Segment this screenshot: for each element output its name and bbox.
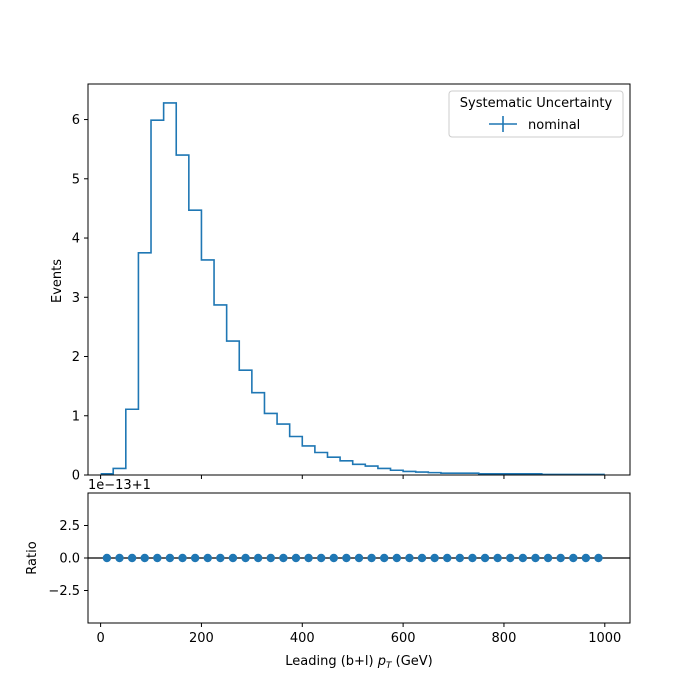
ratio-point [115, 553, 124, 563]
ratio-point [543, 553, 553, 563]
ratio-x-tick-label: 600 [391, 631, 416, 646]
ratio-point [165, 553, 175, 563]
ratio-point [216, 553, 225, 563]
ratio-point [140, 553, 149, 563]
ratio-point [380, 553, 389, 563]
ratio-axes-frame [87, 492, 631, 624]
legend-title: Systematic Uncertainty [460, 96, 613, 111]
histogram-y-tick-label: 4 [72, 232, 80, 247]
ratio-point [228, 553, 238, 563]
histogram-plot-area [88, 84, 630, 475]
ratio-y-tick-label: −2.5 [48, 584, 80, 599]
ratio-offset-text: 1e−13+1 [88, 478, 151, 493]
ratio-x-tick-label: 800 [492, 631, 517, 646]
legend: Systematic Uncertainty nominal [448, 90, 624, 138]
ratio-point [178, 553, 187, 563]
ratio-x-tick-label: 0 [96, 631, 104, 646]
ratio-y-tick-label: 0.0 [59, 552, 80, 567]
ratio-points [102, 553, 603, 563]
ratio-x-tick-label: 200 [189, 631, 214, 646]
x-axis-label-subscript: T [386, 661, 393, 671]
legend-marker-nominal [489, 116, 517, 132]
histogram-y-tick-label: 2 [72, 350, 80, 365]
histogram-y-tick-label: 3 [72, 291, 80, 306]
histogram-y-tick-label: 1 [72, 409, 80, 424]
ratio-point [291, 553, 301, 563]
legend-box [448, 90, 624, 138]
ratio-point [506, 553, 515, 563]
ratio-y-tick-label: 2.5 [59, 519, 80, 534]
x-axis-label: Leading (b+l) pT (GeV) [285, 654, 433, 671]
ratio-y-ticks: 2.5 0.0 −2.5 [48, 519, 88, 599]
ratio-x-tick-label: 1000 [588, 631, 621, 646]
x-axis-label-unit: (GeV) [392, 654, 433, 669]
ratio-point [468, 553, 477, 563]
ratio-panel: 2.5 0.0 −2.5 0 200 400 600 800 1000 1e−13+1 Rat… [25, 478, 631, 671]
ratio-point [329, 553, 338, 563]
ratio-point [279, 553, 288, 563]
ratio-point [493, 553, 502, 563]
histogram-panel: 0 1 2 3 4 5 6 Events Systematic Uncertainty no… [50, 83, 631, 484]
ratio-point [405, 553, 414, 563]
ratio-point [203, 553, 212, 563]
ratio-point [594, 553, 603, 563]
ratio-point [153, 553, 162, 563]
ratio-point [430, 553, 439, 563]
histogram-axes-frame [87, 83, 631, 476]
ratio-x-tick-label: 400 [290, 631, 315, 646]
ratio-point [253, 553, 263, 563]
histogram-y-tick-label: 6 [72, 113, 80, 128]
ratio-point [304, 553, 313, 563]
x-axis-label-italic: p [377, 654, 386, 669]
histogram-y-axis-label: Events [50, 259, 65, 303]
histogram-y-tick-label: 5 [72, 172, 80, 187]
histogram-x-ticks [100, 475, 606, 479]
ratio-point [581, 553, 591, 563]
ratio-x-ticks: 0 200 400 600 800 1000 [96, 623, 621, 646]
ratio-point [102, 553, 112, 563]
ratio-point [556, 553, 565, 563]
ratio-point [455, 553, 465, 563]
histogram-step-line [100, 102, 605, 476]
ratio-point [127, 553, 137, 563]
ratio-point [569, 553, 578, 563]
ratio-point [392, 553, 402, 563]
ratio-point [354, 553, 364, 563]
x-axis-label-text: Leading (b+l) [285, 654, 378, 669]
histogram-y-ticks: 0 1 2 3 4 5 6 [72, 113, 88, 484]
ratio-point [316, 553, 326, 563]
ratio-point [342, 553, 351, 563]
ratio-point [531, 553, 540, 563]
ratio-point [518, 553, 528, 563]
ratio-point [241, 553, 250, 563]
ratio-point [443, 553, 452, 563]
histogram-y-tick-label: 0 [72, 469, 80, 484]
ratio-point [367, 553, 376, 563]
ratio-y-axis-label: Ratio [25, 541, 40, 574]
ratio-point [266, 553, 275, 563]
ratio-point [190, 553, 200, 563]
legend-entry-nominal: nominal [528, 118, 580, 133]
ratio-point [480, 553, 490, 563]
ratio-point [417, 553, 427, 563]
